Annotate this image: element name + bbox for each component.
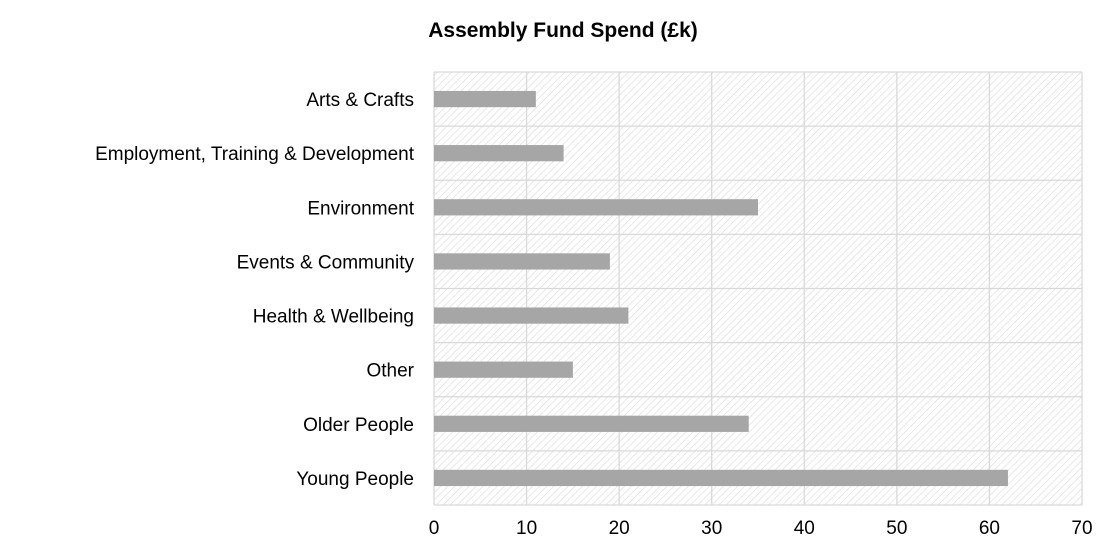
bar — [434, 415, 749, 432]
category-label: Arts & Crafts — [306, 90, 414, 111]
bar — [434, 361, 573, 378]
chart-title: Assembly Fund Spend (£k) — [428, 19, 698, 42]
category-label: Employment, Training & Development — [95, 144, 415, 165]
category-label: Health & Wellbeing — [253, 307, 414, 328]
x-tick-label: 60 — [979, 518, 1000, 539]
x-tick-label: 30 — [701, 518, 722, 539]
x-tick-label: 20 — [609, 518, 630, 539]
category-label: Environment — [307, 198, 414, 219]
bar — [434, 307, 629, 324]
gridlines — [433, 71, 1083, 506]
category-labels: Arts & Crafts Employment, Training & Deve… — [95, 90, 415, 490]
category-label: Young People — [296, 469, 414, 490]
x-tick-label: 10 — [516, 518, 537, 539]
bar — [434, 90, 536, 108]
category-label: Older People — [303, 415, 414, 436]
category-label: Events & Community — [237, 252, 415, 273]
bar — [434, 199, 758, 216]
x-tick-label: 50 — [886, 518, 907, 539]
bar — [434, 145, 564, 162]
category-label: Other — [366, 361, 414, 382]
bar — [434, 469, 1008, 487]
x-tick-label: 70 — [1071, 518, 1092, 539]
bar — [434, 253, 610, 270]
x-axis-tick-labels: 0 10 20 30 40 50 60 70 — [429, 518, 1093, 539]
bars — [434, 90, 1008, 487]
x-tick-label: 40 — [794, 518, 815, 539]
x-tick-label: 0 — [429, 518, 440, 539]
